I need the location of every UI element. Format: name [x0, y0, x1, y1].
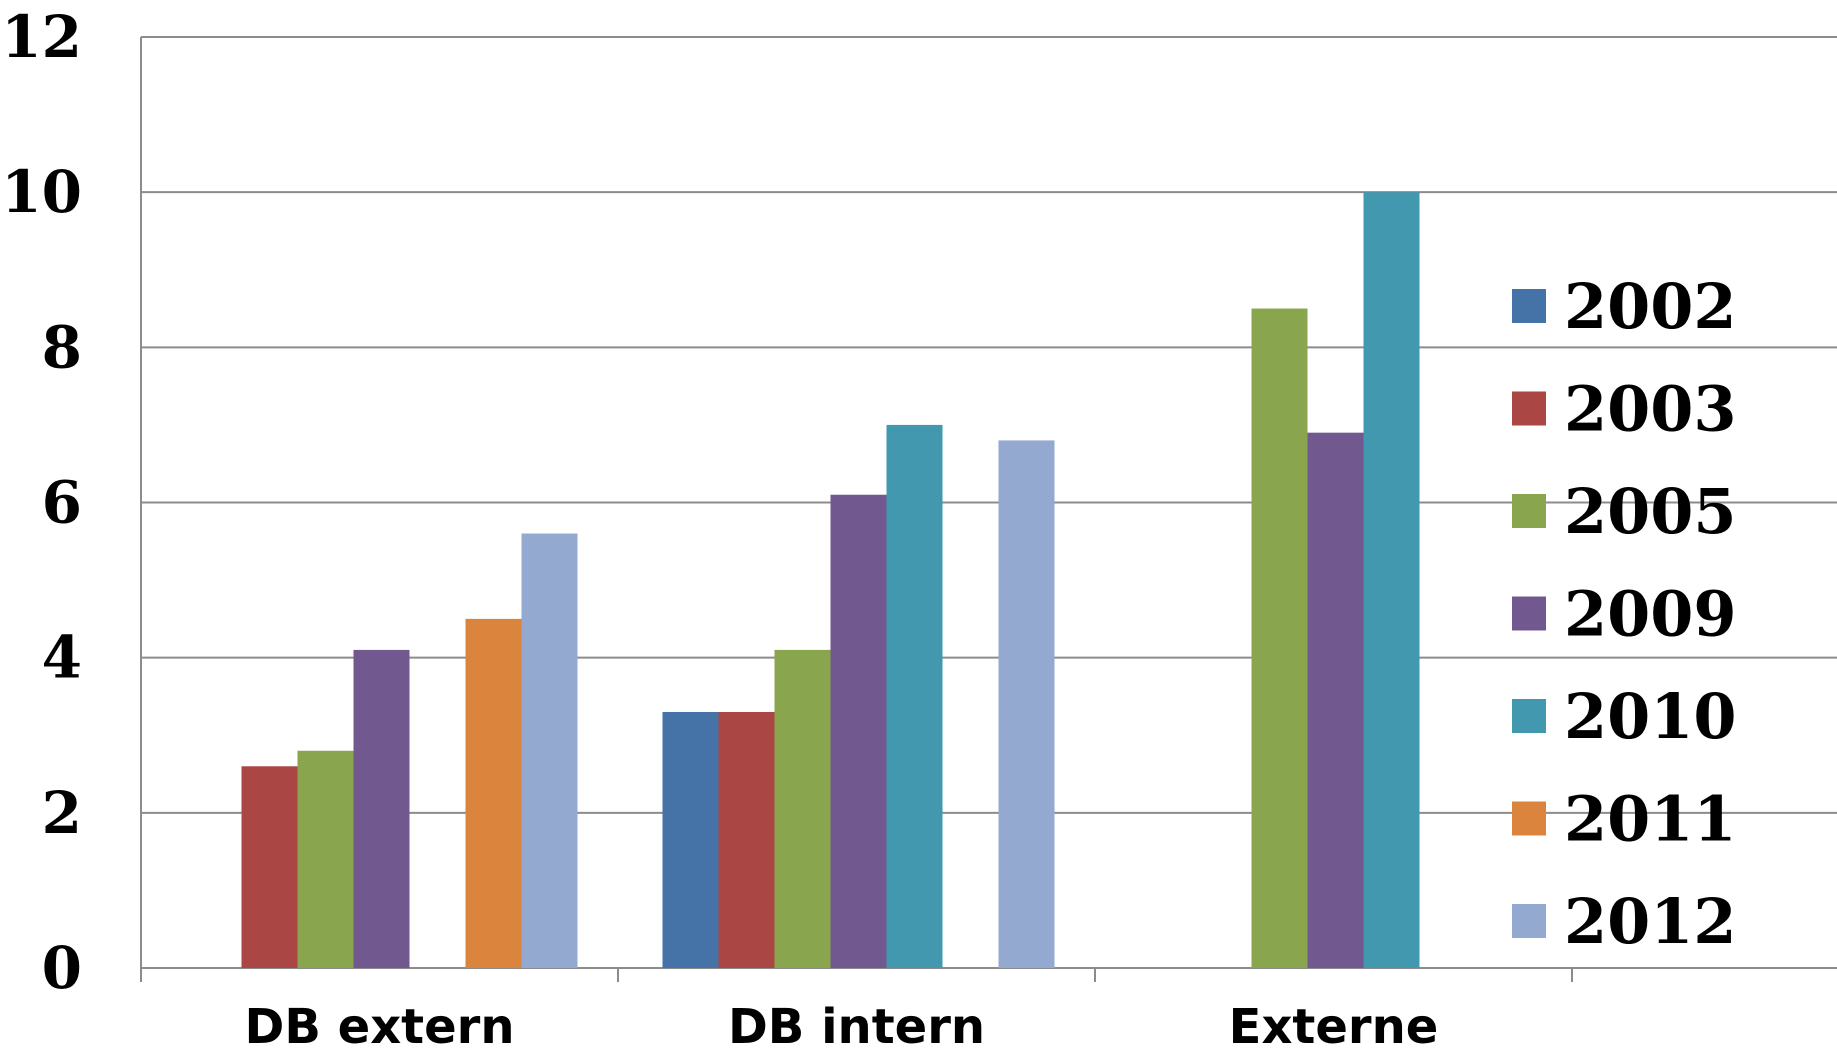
- x-category-label: Externe: [1229, 999, 1439, 1050]
- x-category-label: DB intern: [728, 999, 985, 1050]
- legend-swatch: [1512, 904, 1546, 938]
- y-tick-label: 10: [1, 158, 82, 226]
- legend-label: 2009: [1564, 578, 1737, 651]
- x-category-label: DB extern: [245, 999, 515, 1050]
- bar-2003-db-intern: [718, 711, 775, 968]
- legend-swatch: [1512, 801, 1546, 836]
- bar-2012-db-intern: [998, 440, 1055, 968]
- legend: 2002 2003 2005 2009 2010 2011 2012: [1512, 270, 1737, 958]
- gridlines: [141, 36, 1837, 814]
- bars: [241, 192, 1420, 969]
- legend-swatch: [1512, 289, 1546, 323]
- legend-swatch: [1512, 699, 1546, 733]
- legend-swatch: [1512, 494, 1546, 528]
- legend-swatch: [1512, 391, 1546, 426]
- y-tick-label: 12: [1, 3, 82, 71]
- legend-label: 2003: [1564, 373, 1737, 446]
- legend-label: 2002: [1564, 270, 1737, 343]
- bar-2005-db-extern: [297, 750, 354, 968]
- y-tick-label: 2: [42, 779, 82, 847]
- bar-2005-externe: [1251, 308, 1308, 969]
- axes: [140, 37, 1837, 982]
- bar-2002-db-intern: [662, 711, 719, 968]
- bar-2010-externe: [1363, 192, 1420, 968]
- bar-2012-db-extern: [521, 533, 578, 968]
- y-tick-label: 0: [42, 934, 82, 1002]
- bar-2010-db-intern: [886, 424, 943, 969]
- bar-2011-db-extern: [465, 618, 522, 968]
- bar-2005-db-intern: [774, 649, 831, 968]
- bar-2009-db-extern: [353, 649, 410, 968]
- legend-label: 2010: [1564, 680, 1737, 753]
- bar-2003-db-extern: [241, 766, 298, 968]
- legend-label: 2012: [1564, 885, 1737, 958]
- y-tick-label: 4: [42, 624, 82, 692]
- legend-label: 2011: [1564, 783, 1737, 856]
- tick-labels: 0 2 4 6 8 10 12 DB extern DB intern Externe: [1, 3, 1438, 1050]
- legend-label: 2005: [1564, 475, 1737, 548]
- legend-swatch: [1512, 596, 1546, 631]
- y-tick-label: 6: [42, 469, 82, 537]
- bar-2009-externe: [1307, 432, 1364, 968]
- y-tick-label: 8: [42, 313, 82, 381]
- bar-2009-db-intern: [830, 494, 887, 968]
